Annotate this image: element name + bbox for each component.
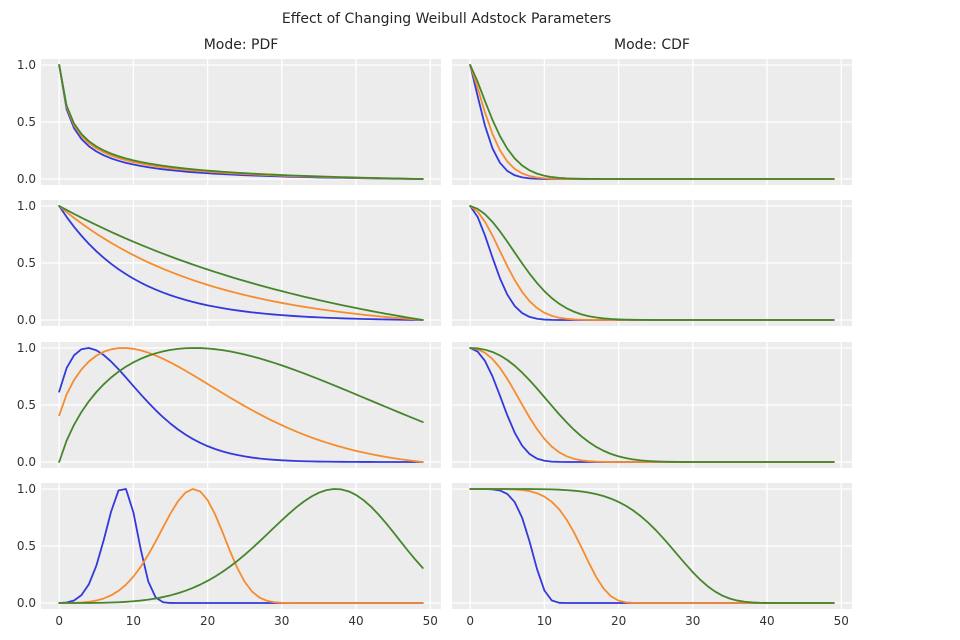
y-tick-label: 0.5 — [16, 115, 36, 129]
line-shape-5-scale=20-pdf — [58, 488, 424, 604]
plot-area — [41, 200, 441, 326]
y-tick-label: 0.5 — [16, 398, 36, 412]
subplot-shape-5-pdf — [41, 483, 441, 609]
line-shape-1.5-scale=40-pdf — [58, 347, 424, 463]
x-tick-label: 10 — [536, 614, 553, 628]
x-tick-label: 0 — [466, 614, 474, 628]
x-tick-label: 20 — [199, 614, 216, 628]
subplot-shape-0.5-pdf — [41, 59, 441, 185]
x-tick-label: 40 — [348, 614, 364, 628]
y-tick-label: 0.5 — [16, 539, 36, 553]
y-tick-label: 0.0 — [16, 172, 36, 186]
line-shape-1-scale=10-pdf — [58, 205, 424, 321]
subplot-shape-1.5-cdf — [452, 342, 852, 468]
x-tick-label: 50 — [833, 614, 849, 628]
plot-area — [41, 483, 441, 609]
column-title-cdf: Mode: CDF — [614, 37, 690, 53]
y-tick-label: 1.0 — [16, 198, 36, 213]
x-tick-label: 30 — [274, 614, 290, 628]
line-shape-1-scale=20-pdf — [58, 205, 424, 321]
plot-area — [41, 59, 441, 185]
line-shape-0.5-scale=40-pdf — [58, 64, 424, 180]
y-tick-label: 1.0 — [16, 481, 36, 496]
plot-area — [452, 483, 852, 609]
figure-title: Effect of Changing Weibull Adstock Param… — [281, 11, 612, 27]
y-tick-label: 1.0 — [16, 57, 36, 72]
x-tick-label: 10 — [125, 614, 142, 628]
x-tick-label: 30 — [685, 614, 701, 628]
line-shape-5-scale=40-cdf — [469, 488, 835, 604]
line-shape-1.5-scale=20-pdf — [58, 347, 424, 463]
line-shape-1-scale=40-cdf — [469, 205, 835, 321]
plot-area — [452, 342, 852, 468]
line-shape-1.5-scale=40-cdf — [469, 347, 835, 463]
plot-area — [452, 200, 852, 326]
plot-area — [452, 59, 852, 185]
column-title-pdf: Mode: PDF — [203, 37, 279, 53]
y-tick-label: 0.0 — [16, 596, 36, 610]
y-tick-label: 0.0 — [16, 313, 36, 327]
x-tick-label: 40 — [759, 614, 775, 628]
x-tick-label: 50 — [422, 614, 438, 628]
line-shape-1-scale=40-pdf — [58, 205, 424, 321]
subplot-shape-1.5-pdf — [41, 342, 441, 468]
subplot-shape-1-pdf — [41, 200, 441, 326]
x-tick-label: 0 — [55, 614, 63, 628]
y-tick-label: 0.5 — [16, 256, 36, 270]
line-shape-5-scale=40-pdf — [58, 488, 424, 604]
y-tick-label: 0.0 — [16, 455, 36, 469]
x-tick-label: 20 — [610, 614, 627, 628]
plot-area — [41, 342, 441, 468]
line-shape-0.5-scale=40-cdf — [469, 64, 835, 180]
subplot-shape-1-cdf — [452, 200, 852, 326]
y-tick-label: 1.0 — [16, 340, 36, 355]
subplot-shape-0.5-cdf — [452, 59, 852, 185]
subplot-shape-5-cdf — [452, 483, 852, 609]
